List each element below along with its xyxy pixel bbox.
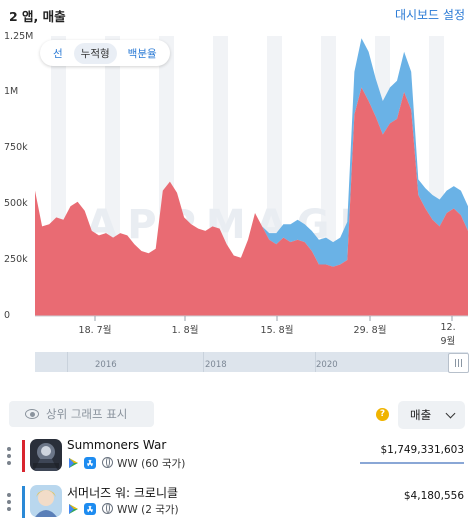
navigator-handle[interactable] [448, 353, 469, 373]
x-tick-label: 18. 7월 [78, 325, 112, 336]
series-color-bar [22, 486, 25, 518]
y-tick-label: 1M [4, 86, 19, 97]
navigator-divider [315, 352, 316, 372]
show-top-charts-button[interactable]: 상위 그래프 표시 [9, 401, 154, 427]
app-name[interactable]: 서머너즈 워: 크로니클 [67, 486, 179, 500]
tab-stacked[interactable]: 누적형 [73, 42, 117, 64]
x-tick-label: 29. 8월 [353, 325, 387, 336]
x-tick-label: 12. 9월 [440, 322, 456, 347]
globe-icon [102, 503, 113, 514]
y-tick-label: 500k [4, 198, 28, 209]
navigator-divider [67, 352, 68, 372]
help-icon[interactable]: ? [376, 408, 389, 421]
tab-line[interactable]: 선 [53, 47, 63, 60]
x-tick-label: 1. 8월 [171, 325, 199, 336]
timeline-navigator[interactable]: 2016 2018 2020 [35, 352, 468, 372]
revenue-chart: APPMAGIC [0, 28, 475, 340]
app-store-icon [84, 457, 96, 469]
chevron-down-icon [445, 408, 456, 419]
app-region: WW (60 국가) [117, 458, 186, 470]
metric-dropdown[interactable]: 매출 [398, 401, 465, 429]
drag-handle-icon[interactable] [6, 445, 12, 467]
series-area-0[interactable] [35, 87, 468, 317]
header-title: 2 앱, 매출 [9, 9, 66, 24]
google-play-icon [69, 458, 78, 468]
navigator-year-label: 2016 [95, 360, 117, 370]
navigator-year-label: 2020 [316, 360, 338, 370]
globe-icon [102, 457, 113, 468]
app-icon[interactable] [30, 485, 62, 517]
app-row: Summoners War WW (60 국가) $1,749,331,603 [0, 438, 475, 482]
app-revenue-value: $1,749,331,603 [380, 444, 465, 456]
metric-dropdown-value: 매출 [410, 408, 432, 422]
app-store-icon [84, 503, 96, 515]
x-tick-label: 15. 8월 [260, 325, 294, 336]
chart-svg: APPMAGIC [35, 36, 468, 321]
drag-handle-icon[interactable] [6, 491, 12, 513]
y-tick-label: 750k [4, 142, 28, 153]
app-icon[interactable] [30, 439, 62, 471]
tab-percent[interactable]: 백분율 [127, 47, 157, 60]
navigator-divider [203, 352, 204, 372]
series-color-bar [22, 440, 25, 472]
revenue-share-bar [360, 462, 464, 464]
app-revenue-value: $4,180,556 [403, 490, 464, 502]
y-tick-label: 0 [4, 310, 11, 321]
dashboard-settings-link[interactable]: 대시보드 설정 [394, 8, 465, 22]
google-play-icon [69, 504, 78, 514]
navigator-year-label: 2018 [205, 360, 227, 370]
y-tick-label: 1.25M [4, 31, 34, 42]
chart-mode-tabs: 선 누적형 백분율 [40, 40, 170, 66]
y-tick-label: 250k [4, 254, 28, 265]
show-top-charts-label: 상위 그래프 표시 [46, 407, 128, 421]
app-name[interactable]: Summoners War [67, 438, 167, 452]
app-row: 서머너즈 워: 크로니클 WW (2 국가) $4,180,556 [0, 484, 475, 528]
app-region: WW (2 국가) [117, 504, 179, 516]
eye-icon [25, 409, 39, 419]
